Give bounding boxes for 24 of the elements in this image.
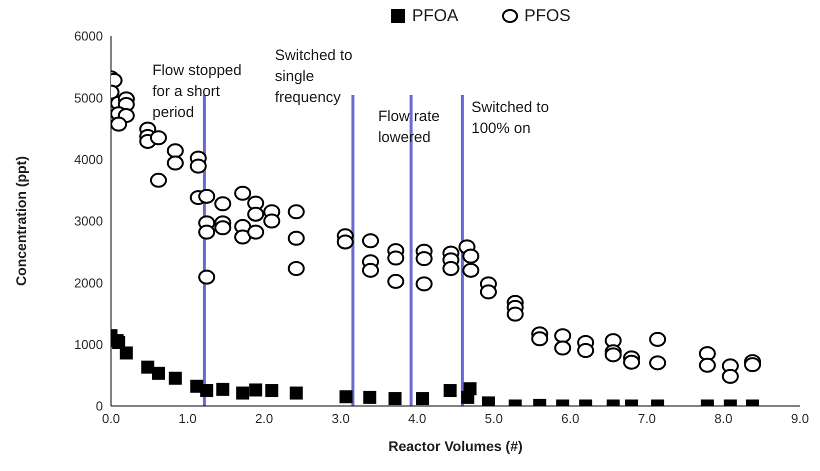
y-tick-label: 1000 bbox=[74, 336, 103, 352]
x-tick-label: 7.0 bbox=[638, 411, 656, 426]
ref-line-label: Flow stopped for a short period bbox=[152, 62, 242, 121]
x-tick-label: 2.0 bbox=[255, 411, 274, 426]
ref-line-label: Switched to single frequency bbox=[274, 47, 352, 106]
x-tick-label: 3.0 bbox=[332, 411, 350, 426]
y-tick-label: 0 bbox=[96, 398, 103, 414]
x-tick-label: 9.0 bbox=[790, 411, 810, 426]
x-tick-label: 5.0 bbox=[484, 411, 503, 426]
ref-line-label: Switched to 100% on bbox=[471, 99, 549, 137]
legend-label: PFOS bbox=[523, 6, 571, 26]
x-tick-label: 0.0 bbox=[102, 411, 120, 426]
x-tick-label: 4.0 bbox=[408, 411, 426, 426]
x-tick-label: 6.0 bbox=[561, 411, 580, 426]
x-tick-label: 1.0 bbox=[178, 411, 197, 426]
y-tick-label: 3000 bbox=[74, 214, 103, 229]
y-tick-label: 6000 bbox=[74, 28, 103, 44]
legend-label: PFOA bbox=[411, 6, 458, 26]
y-tick-label: 2000 bbox=[74, 275, 103, 290]
y-tick-label: 5000 bbox=[74, 90, 103, 106]
x-axis-title: Reactor Volumes (#) bbox=[388, 438, 523, 454]
y-axis-title: Concentration (ppt) bbox=[12, 156, 29, 286]
x-tick-label: 8.0 bbox=[714, 411, 732, 426]
y-tick-label: 4000 bbox=[74, 152, 103, 167]
